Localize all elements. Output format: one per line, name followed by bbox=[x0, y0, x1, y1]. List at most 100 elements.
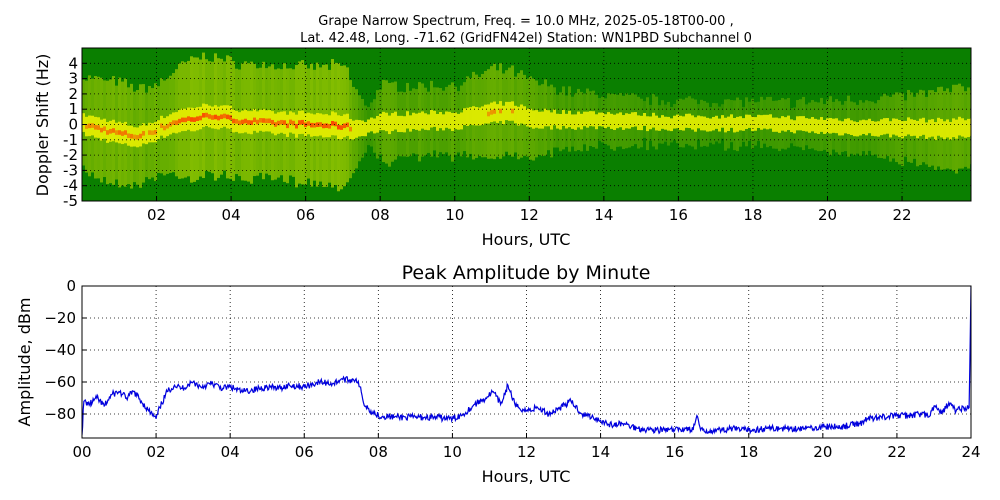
spectrogram-core bbox=[874, 121, 877, 137]
spectrogram-core bbox=[781, 116, 784, 131]
spectrogram-core bbox=[589, 111, 592, 127]
spectrogram-peak bbox=[280, 119, 283, 125]
spectrogram-title-line2: Lat. 42.48, Long. -71.62 (GridFN42el) St… bbox=[300, 31, 752, 46]
spectrogram-core bbox=[157, 120, 160, 140]
spectrogram-peak bbox=[181, 117, 184, 123]
spectrogram-core bbox=[415, 113, 418, 130]
spectrogram-peak bbox=[223, 113, 226, 119]
spectrogram-core bbox=[958, 116, 961, 136]
spectrogram-core bbox=[814, 118, 817, 134]
amplitude-y-tick-label: −20 bbox=[44, 309, 76, 327]
amplitude-x-tick-label: 04 bbox=[221, 443, 240, 461]
amplitude-y-tick-label: 0 bbox=[66, 277, 76, 295]
spectrogram-core bbox=[352, 120, 355, 140]
spectrogram-core bbox=[967, 118, 970, 138]
spectrogram-core bbox=[532, 110, 535, 129]
spectrogram-core bbox=[709, 118, 712, 132]
spectrogram-peak bbox=[292, 120, 295, 126]
spectrogram-x-tick-label: 22 bbox=[892, 206, 911, 224]
spectrogram-x-tick-label: 14 bbox=[594, 206, 613, 224]
amplitude-x-tick-label: 00 bbox=[72, 443, 91, 461]
spectrogram-x-tick-label: 08 bbox=[371, 206, 390, 224]
spectrogram-peak bbox=[331, 120, 334, 126]
spectrogram-core bbox=[538, 111, 541, 129]
spectrogram-peak bbox=[316, 122, 319, 127]
spectrogram-core bbox=[433, 110, 436, 127]
spectrogram-core bbox=[922, 117, 925, 135]
spectrogram-peak bbox=[247, 120, 250, 125]
spectrogram-core bbox=[679, 115, 682, 131]
spectrogram-peak bbox=[115, 130, 118, 135]
spectrogram-core bbox=[115, 122, 118, 143]
spectrogram-peak bbox=[88, 123, 91, 129]
amplitude-grid bbox=[82, 286, 971, 438]
spectrogram-core bbox=[856, 122, 859, 137]
spectrogram-core bbox=[754, 117, 757, 131]
spectrogram-core bbox=[625, 113, 628, 129]
spectrogram-core bbox=[799, 116, 802, 131]
spectrogram-core bbox=[724, 117, 727, 133]
spectrogram-core bbox=[400, 115, 403, 133]
spectrogram-core bbox=[640, 115, 643, 131]
amplitude-x-tick-label: 18 bbox=[739, 443, 758, 461]
spectrogram-core bbox=[871, 121, 874, 136]
spectrogram-core bbox=[598, 112, 601, 127]
spectrogram-y-tick-label: -2 bbox=[63, 146, 78, 164]
spectrogram-peak bbox=[307, 121, 310, 126]
spectrogram-core bbox=[868, 118, 871, 134]
spectrogram-core bbox=[808, 118, 811, 133]
spectrogram-peak bbox=[154, 129, 157, 135]
spectrogram-peak bbox=[193, 117, 196, 122]
spectrogram-core bbox=[397, 115, 400, 133]
spectrogram-core bbox=[619, 112, 622, 128]
spectrogram-y-tick-label: -1 bbox=[63, 131, 78, 149]
spectrogram-core bbox=[511, 101, 514, 121]
spectrogram-core bbox=[838, 120, 841, 136]
spectrogram-core bbox=[541, 111, 544, 129]
spectrogram-core bbox=[907, 117, 910, 135]
spectrogram-core bbox=[703, 116, 706, 131]
spectrogram-core bbox=[355, 119, 358, 138]
spectrogram-peak bbox=[229, 115, 232, 120]
spectrogram-peak bbox=[262, 118, 265, 123]
spectrogram-core bbox=[487, 104, 490, 124]
spectrogram-core bbox=[628, 113, 631, 129]
spectrogram-core bbox=[943, 121, 946, 140]
spectrogram-peak bbox=[124, 130, 127, 135]
spectrogram-core bbox=[472, 106, 475, 126]
spectrogram-core bbox=[649, 116, 652, 130]
spectrogram-peak bbox=[184, 117, 187, 123]
spectrogram-core bbox=[892, 118, 895, 135]
spectrogram-core bbox=[862, 119, 865, 134]
spectrogram-peak bbox=[220, 114, 223, 120]
spectrogram-core bbox=[793, 120, 796, 134]
spectrogram-core bbox=[508, 101, 511, 121]
spectrogram-core bbox=[886, 118, 889, 134]
spectrogram-core bbox=[583, 111, 586, 127]
spectrogram-core bbox=[457, 113, 460, 130]
spectrogram-peak bbox=[283, 120, 286, 125]
spectrogram-core bbox=[85, 116, 88, 137]
spectrogram-core bbox=[547, 110, 550, 127]
spectrogram-x-axis-label: Hours, UTC bbox=[482, 230, 571, 249]
spectrogram-core bbox=[664, 116, 667, 130]
spectrogram-core bbox=[697, 115, 700, 129]
spectrogram-core bbox=[928, 119, 931, 138]
spectrogram-core bbox=[751, 116, 754, 132]
spectrogram-peak bbox=[175, 120, 178, 126]
spectrogram-peak bbox=[121, 131, 124, 136]
spectrogram-core bbox=[844, 118, 847, 134]
amplitude-y-tick-label: −80 bbox=[44, 405, 76, 423]
spectrogram-peak bbox=[214, 114, 217, 120]
spectrogram-peak bbox=[337, 124, 340, 130]
spectrogram-core bbox=[553, 109, 556, 126]
spectrogram-peak bbox=[295, 123, 298, 129]
spectrogram-peak bbox=[130, 133, 133, 139]
spectrogram-core bbox=[358, 120, 361, 137]
spectrogram-core bbox=[394, 111, 397, 130]
spectrogram-core bbox=[376, 115, 379, 133]
spectrogram-peak bbox=[259, 118, 262, 123]
spectrogram-core bbox=[424, 113, 427, 130]
spectrogram-core bbox=[937, 117, 940, 136]
spectrogram-core bbox=[661, 115, 664, 129]
